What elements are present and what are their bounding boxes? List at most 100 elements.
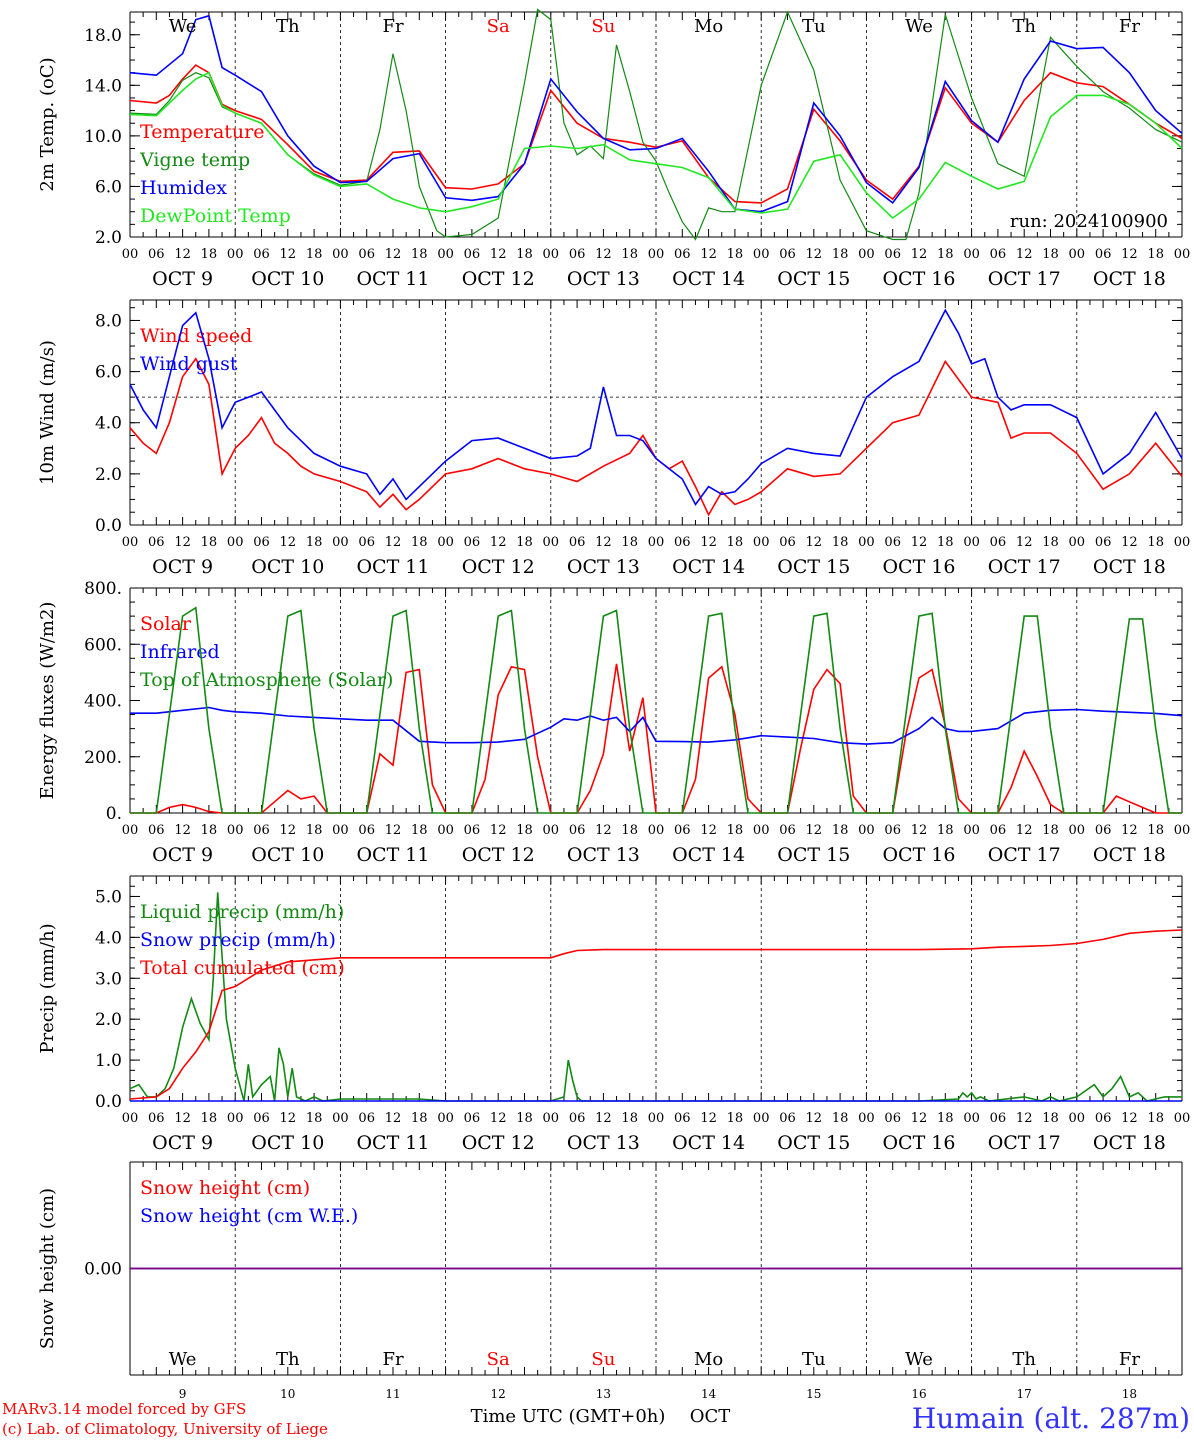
series-line-3: [129, 14, 1183, 213]
y-axis-label: Precip (mm/h): [37, 923, 58, 1053]
x-tick-label: 12: [280, 823, 297, 838]
x-tick-label: 06: [884, 823, 901, 838]
x-tick-label: 00: [858, 247, 875, 262]
date-label: OCT 17: [988, 556, 1061, 578]
x-tick-label: 12: [280, 247, 297, 262]
legend-entry: Infrared: [140, 641, 220, 663]
y-tick-label: 200.: [84, 748, 122, 768]
legend-entry: DewPoint Temp: [140, 205, 291, 227]
y-tick-label: 4.0: [95, 414, 122, 434]
x-tick-label: 00: [648, 535, 665, 550]
x-tick-label: 12: [911, 247, 928, 262]
x-tick-label: 06: [674, 1111, 691, 1126]
x-tick-label: 18: [832, 823, 849, 838]
x-tick-label: 00: [437, 823, 454, 838]
date-label: OCT 13: [567, 556, 640, 578]
x-tick-label: 06: [1095, 247, 1112, 262]
date-label: OCT 13: [567, 844, 640, 866]
legend-entry: Vigne temp: [139, 149, 250, 171]
y-axis-label: Energy fluxes (W/m2): [37, 602, 58, 800]
x-tick-label: 18: [937, 247, 954, 262]
panel-1: 2.0 6.0 10.0 14.0 18.0 2m Temp. (oC) Temperatu…: [37, 8, 1190, 290]
day-number-label: 18: [1122, 1387, 1137, 1401]
day-number-label: 13: [596, 1387, 611, 1401]
day-of-week-label: Mo: [694, 16, 723, 37]
x-tick-label: 12: [700, 1111, 717, 1126]
x-tick-label: 00: [753, 247, 770, 262]
x-tick-label: 00: [858, 1111, 875, 1126]
date-label: OCT 12: [462, 268, 535, 290]
x-tick-label: 12: [280, 535, 297, 550]
x-tick-label: 18: [411, 1111, 428, 1126]
date-label: OCT 15: [777, 268, 850, 290]
x-tick-label: 12: [490, 535, 507, 550]
x-tick-label: 18: [621, 535, 638, 550]
x-tick-label: 12: [700, 535, 717, 550]
y-tick-label: 400.: [84, 692, 122, 712]
x-tick-label: 12: [1121, 247, 1138, 262]
x-tick-label: 12: [911, 823, 928, 838]
x-tick-label: 18: [201, 1111, 218, 1126]
x-tick-label: 06: [674, 247, 691, 262]
date-label: OCT 11: [356, 1132, 429, 1154]
y-tick-label: 0.: [106, 804, 122, 824]
x-tick-label: 06: [884, 535, 901, 550]
legend-entry: Snow height (cm): [140, 1177, 310, 1199]
panel-2: 0.0 2.0 4.0 6.0 8.0 10m Wind (m/s) Wind speed W…: [37, 299, 1190, 578]
day-of-week-label: Fr: [382, 1349, 403, 1370]
day-of-week-label: Sa: [487, 1349, 510, 1370]
x-tick-label: 06: [253, 535, 270, 550]
x-tick-label: 00: [122, 823, 139, 838]
day-of-week-label: Sa: [487, 16, 510, 37]
x-tick-label: 18: [306, 247, 323, 262]
x-tick-label: 06: [779, 247, 796, 262]
x-tick-label: 12: [700, 823, 717, 838]
x-tick-label: 00: [1174, 823, 1191, 838]
x-tick-label: 18: [1042, 1111, 1059, 1126]
date-label: OCT 13: [567, 1132, 640, 1154]
day-of-week-label: Tu: [802, 1349, 826, 1370]
x-tick-label: 18: [1147, 1111, 1164, 1126]
legend-entry: Liquid precip (mm/h): [140, 901, 344, 923]
legend-entry: Snow height (cm W.E.): [140, 1205, 358, 1227]
x-tick-label: 12: [385, 247, 402, 262]
x-tick-label: 00: [227, 1111, 244, 1126]
x-tick-label: 00: [332, 247, 349, 262]
date-label: OCT 15: [777, 844, 850, 866]
date-label: OCT 11: [356, 268, 429, 290]
x-tick-label: 12: [806, 1111, 823, 1126]
y-tick-label: 800.: [84, 579, 122, 599]
x-tick-label: 12: [595, 247, 612, 262]
day-of-week-label: We: [905, 16, 933, 37]
x-tick-label: 12: [1016, 535, 1033, 550]
date-label: OCT 10: [251, 1132, 324, 1154]
x-tick-label: 06: [1095, 823, 1112, 838]
x-tick-label: 00: [543, 247, 560, 262]
x-tick-label: 00: [648, 1111, 665, 1126]
x-tick-label: 18: [1042, 823, 1059, 838]
x-tick-label: 00: [753, 1111, 770, 1126]
x-tick-label: 06: [569, 247, 586, 262]
x-tick-label: 12: [490, 823, 507, 838]
x-tick-label: 12: [174, 823, 191, 838]
y-axis-label: 2m Temp. (oC): [37, 57, 58, 191]
x-tick-label: 12: [806, 535, 823, 550]
x-tick-label: 18: [832, 535, 849, 550]
x-tick-label: 18: [1042, 247, 1059, 262]
y-tick-label: 0.0: [95, 516, 122, 536]
x-tick-label: 00: [332, 823, 349, 838]
x-tick-label: 00: [1174, 1111, 1191, 1126]
panel-3: 0. 200. 400. 600. 800. Energy fluxes (W/m2) So…: [37, 579, 1190, 866]
x-tick-label: 18: [621, 823, 638, 838]
x-tick-label: 18: [1042, 535, 1059, 550]
x-tick-label: 00: [963, 823, 980, 838]
date-label: OCT 17: [988, 1132, 1061, 1154]
date-label: OCT 9: [152, 1132, 213, 1154]
series-line-3: [129, 929, 1183, 1100]
date-label: OCT 16: [882, 268, 955, 290]
day-number-label: 15: [806, 1387, 821, 1401]
x-tick-label: 18: [201, 535, 218, 550]
series-line-3: [130, 606, 1182, 814]
x-tick-label: 12: [174, 1111, 191, 1126]
